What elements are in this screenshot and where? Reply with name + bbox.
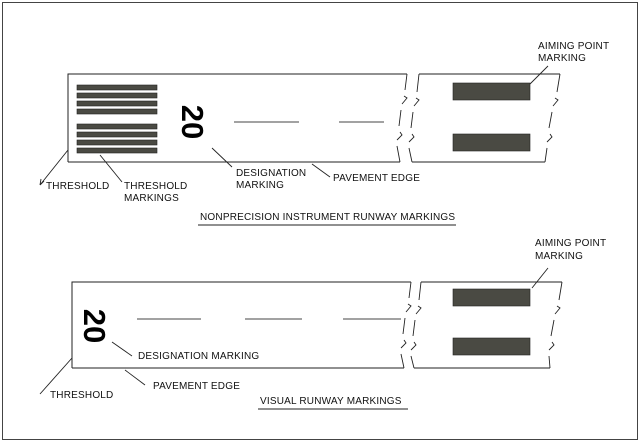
aiming-point-bar — [452, 133, 531, 152]
runway-right-segment — [414, 281, 562, 369]
runway-break-right-left — [410, 281, 422, 369]
threshold-leader — [39, 357, 73, 395]
runway-left-segment — [67, 73, 407, 163]
aiming-point-bar — [452, 288, 531, 307]
aiming-point-leader — [529, 65, 549, 85]
pavement-edge-leader — [124, 369, 146, 386]
threshold-stripe — [76, 147, 158, 154]
designation-leader — [111, 341, 133, 357]
designation-number: 20 — [77, 309, 112, 343]
pavement-edge-label: PAVEMENT EDGE — [333, 173, 420, 184]
threshold-stripe — [76, 139, 158, 146]
runway-break-right-left — [408, 73, 420, 163]
runway-break-right-end — [544, 73, 561, 163]
threshold-label: THRESHOLD — [50, 390, 113, 401]
threshold-stripe — [76, 108, 158, 115]
threshold-markings-leader — [99, 154, 123, 183]
threshold-label: THRESHOLD — [46, 181, 109, 192]
aiming-point-bar — [452, 82, 531, 101]
threshold-markings — [76, 84, 158, 154]
aiming-point-leader — [531, 267, 549, 289]
aiming-point-label: MARKING — [538, 53, 586, 64]
threshold-stripe — [76, 100, 158, 107]
runway-break-left — [396, 73, 408, 163]
pavement-edge-leader — [311, 163, 331, 178]
aiming-point-label: AIMING POINT — [535, 238, 606, 249]
threshold-markings-label: THRESHOLD — [124, 181, 187, 192]
pavement-edge-label: PAVEMENT EDGE — [153, 381, 240, 392]
designation-number: 20 — [175, 105, 210, 139]
runway-break-left — [400, 281, 412, 369]
threshold-stripe — [76, 123, 158, 130]
threshold-markings-label: MARKINGS — [124, 193, 179, 204]
threshold-stripe — [76, 131, 158, 138]
threshold-leader — [39, 149, 69, 186]
designation-leader — [211, 147, 233, 168]
threshold-stripe — [76, 92, 158, 99]
caption: NONPRECISION INSTRUMENT RUNWAY MARKINGS — [200, 212, 455, 223]
runway-right-segment — [412, 73, 560, 163]
caption: VISUAL RUNWAY MARKINGS — [260, 396, 402, 407]
designation-marking-label: DESIGNATION MARKING — [138, 351, 259, 362]
designation-marking-label: DESIGNATION — [236, 168, 306, 179]
aiming-point-bar — [452, 337, 531, 356]
nonprecision-runway: 20 THRESHOLD THRESHOLD MARKINGS DESIGNAT… — [39, 41, 609, 226]
designation-marking-label: MARKING — [236, 180, 284, 191]
runway-left-segment — [71, 281, 411, 369]
visual-runway: 20 THRESHOLD DESIGNATION MARKING PAVEMEN… — [39, 238, 606, 410]
runway-break-right-end — [548, 281, 563, 369]
aiming-point-label: MARKING — [535, 251, 583, 262]
threshold-stripe — [76, 84, 158, 91]
aiming-point-label: AIMING POINT — [538, 41, 609, 52]
